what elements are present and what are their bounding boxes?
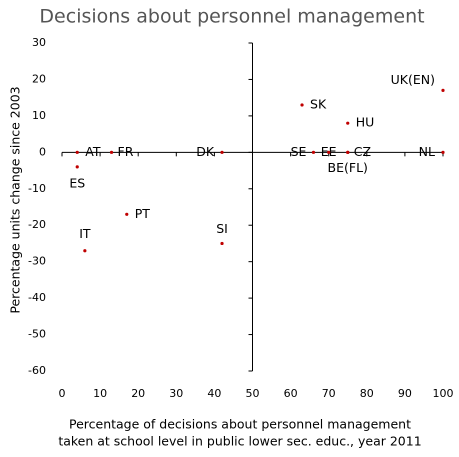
point <box>346 150 350 154</box>
x-tick-label: 10 <box>93 387 107 400</box>
point-label: PT <box>135 206 151 221</box>
point <box>346 121 350 125</box>
point <box>75 165 79 169</box>
y-tick-label: 30 <box>32 36 46 49</box>
point-label: SI <box>216 221 228 236</box>
y-tick-label: 20 <box>32 72 46 85</box>
y-tick-label: -40 <box>28 291 46 304</box>
point <box>311 150 316 154</box>
x-tick-label: 0 <box>59 387 66 400</box>
x-tick-label: 30 <box>169 387 183 400</box>
x-axis-label: Percentage of decisions about personnel … <box>69 417 411 432</box>
y-tick-label: -30 <box>28 255 46 268</box>
point <box>125 212 129 216</box>
point <box>83 249 87 253</box>
point <box>75 150 79 154</box>
y-tick-label: -10 <box>28 182 46 195</box>
point-label: SE <box>291 144 307 159</box>
point-label: UK(EN) <box>391 72 435 87</box>
point <box>220 241 224 246</box>
x-tick-label: 80 <box>360 387 374 400</box>
point <box>109 150 114 154</box>
y-tick-label: -50 <box>28 328 46 341</box>
x-tick-label: 20 <box>131 387 145 400</box>
point <box>441 150 445 154</box>
point-label: SK <box>310 96 327 111</box>
point-label: NL <box>419 144 435 159</box>
point-label: HU <box>356 115 375 130</box>
point <box>327 150 331 154</box>
y-tick-label: -60 <box>28 364 46 377</box>
x-tick-label: 40 <box>207 387 221 400</box>
point-label: BE(FL) <box>328 160 368 175</box>
x-axis-label: taken at school level in public lower se… <box>58 434 421 449</box>
x-tick-label: 70 <box>322 387 336 400</box>
x-tick-label: 60 <box>284 387 298 400</box>
y-axis-label: Percentage units change since 2003 <box>8 86 23 313</box>
point-label: AT <box>85 144 101 159</box>
point <box>220 150 224 154</box>
chart-title: Decisions about personnel management <box>39 6 424 28</box>
x-tick-label: 50 <box>246 387 260 400</box>
y-tick-label: 0 <box>39 145 46 158</box>
point-label: CZ <box>354 144 371 159</box>
x-tick-label: 90 <box>398 387 412 400</box>
point-label: FR <box>118 144 134 159</box>
y-tick-label: 10 <box>32 109 46 122</box>
point-label: IT <box>79 226 91 241</box>
point <box>300 103 304 107</box>
point-label: ES <box>69 175 85 190</box>
x-tick-label: 100 <box>433 387 454 400</box>
y-tick-label: -20 <box>28 218 46 231</box>
point <box>441 88 445 92</box>
point-label: DK <box>196 144 215 159</box>
